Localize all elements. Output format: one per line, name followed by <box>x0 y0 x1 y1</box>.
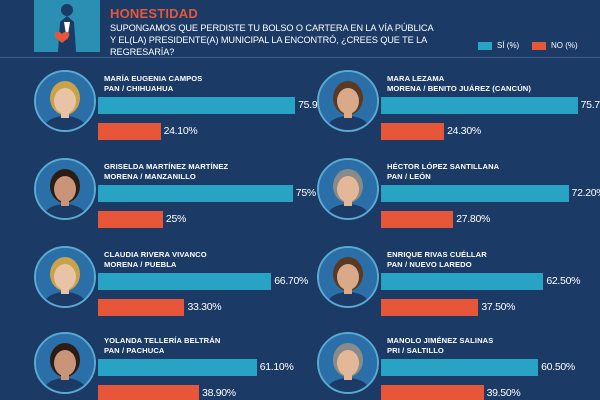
bar-si <box>381 273 544 290</box>
value-label-si: 75% <box>295 187 316 199</box>
candidate-party: PAN / LEÓN <box>387 172 431 181</box>
bar-no <box>98 385 200 400</box>
bar-no <box>381 211 454 228</box>
candidate-card: ENRIQUE RIVAS CUÉLLAR PAN / NUEVO LAREDO 6… <box>317 242 600 326</box>
candidate-party: PAN / PACHUCA <box>104 346 165 355</box>
value-label-no: 38.90% <box>202 387 236 399</box>
header-divider <box>0 57 600 58</box>
value-label-no: 27.80% <box>456 213 491 225</box>
candidate-photo <box>34 246 96 308</box>
candidate-name: HÉCTOR LÓPEZ SANTILLANA <box>387 162 500 171</box>
survey-question: SUPONGAMOS QUE PERDISTE TU BOLSO O CARTE… <box>110 23 433 57</box>
value-label-si: 75.70% <box>580 99 600 111</box>
value-label-si: 61.10% <box>259 361 294 373</box>
bar-no <box>98 123 161 140</box>
candidate-name: MARA LEZAMA <box>387 74 445 83</box>
value-label-si: 60.50% <box>541 361 575 373</box>
section-title: HONESTIDAD <box>110 6 198 21</box>
bar-si <box>381 97 578 114</box>
bar-si <box>98 273 272 290</box>
candidate-party: MORENA / BENITO JUÁREZ (CANCÚN) <box>387 84 532 93</box>
candidate-party: PAN / CHIHUAHUA <box>104 84 174 93</box>
candidate-name: MANOLO JIMÉNEZ SALINAS <box>387 336 494 345</box>
bar-si <box>98 185 293 202</box>
legend-si: SÍ (%) <box>478 41 519 50</box>
value-label-no: 25% <box>165 213 187 225</box>
candidate-party: MORENA / MANZANILLO <box>104 172 196 181</box>
value-label-no: 24.30% <box>447 125 481 137</box>
bar-no <box>381 385 484 400</box>
candidate-name: CLAUDIA RIVERA VIVANCO <box>104 250 207 259</box>
candidate-name: GRISELDA MARTÍNEZ MARTÍNEZ <box>104 162 229 171</box>
candidate-card: YOLANDA TELLERÍA BELTRÁN PAN / PACHUCA 61.… <box>34 328 324 400</box>
candidate-name: ENRIQUE RIVAS CUÉLLAR <box>387 250 487 259</box>
value-label-si: 62.50% <box>546 275 581 287</box>
candidate-party: PAN / NUEVO LAREDO <box>387 260 472 269</box>
bar-no <box>381 299 479 316</box>
candidate-photo <box>317 70 379 132</box>
value-label-no: 37.50% <box>481 301 516 313</box>
bar-si <box>98 359 257 376</box>
candidate-photo <box>34 158 96 220</box>
candidate-card: MARÍA EUGENIA CAMPOS PAN / CHIHUAHUA 75.90… <box>34 66 332 150</box>
candidate-party: PRI / SALTILLO <box>387 346 444 355</box>
header-illustration-icon <box>34 0 100 52</box>
legend-no-label: NO (%) <box>551 41 578 50</box>
bar-no <box>98 211 163 228</box>
candidate-name: MARÍA EUGENIA CAMPOS <box>104 74 203 83</box>
bar-no <box>98 299 185 316</box>
candidate-name: YOLANDA TELLERÍA BELTRÁN <box>104 336 221 345</box>
candidate-photo <box>34 70 96 132</box>
candidate-card: MARA LEZAMA MORENA / BENITO JUÁREZ (CANCÚ… <box>317 66 600 150</box>
candidate-photo <box>317 332 379 394</box>
value-label-si: 66.70% <box>274 275 309 287</box>
candidate-card: MANOLO JIMÉNEZ SALINAS PRI / SALTILLO 60.5… <box>317 328 600 400</box>
bar-si <box>98 97 296 114</box>
legend-si-label: SÍ (%) <box>497 41 520 50</box>
candidate-card: GRISELDA MARTÍNEZ MARTÍNEZ MORENA / MANZA… <box>34 154 324 238</box>
legend-no-swatch <box>532 41 546 50</box>
bar-si <box>381 359 539 376</box>
bar-si <box>381 185 569 202</box>
legend-si-swatch <box>478 41 492 50</box>
legend-no: NO (%) <box>532 41 578 50</box>
bar-no <box>381 123 445 140</box>
candidate-photo <box>34 332 96 394</box>
candidate-party: MORENA / PUEBLA <box>104 260 177 269</box>
value-label-no: 39.50% <box>486 387 521 399</box>
value-label-no: 33.30% <box>187 301 222 313</box>
candidate-card: CLAUDIA RIVERA VIVANCO MORENA / PUEBLA 66.… <box>34 242 324 326</box>
candidate-photo <box>317 246 379 308</box>
value-label-no: 24.10% <box>163 125 198 137</box>
candidate-photo <box>317 158 379 220</box>
value-label-si: 72.20% <box>571 187 600 199</box>
